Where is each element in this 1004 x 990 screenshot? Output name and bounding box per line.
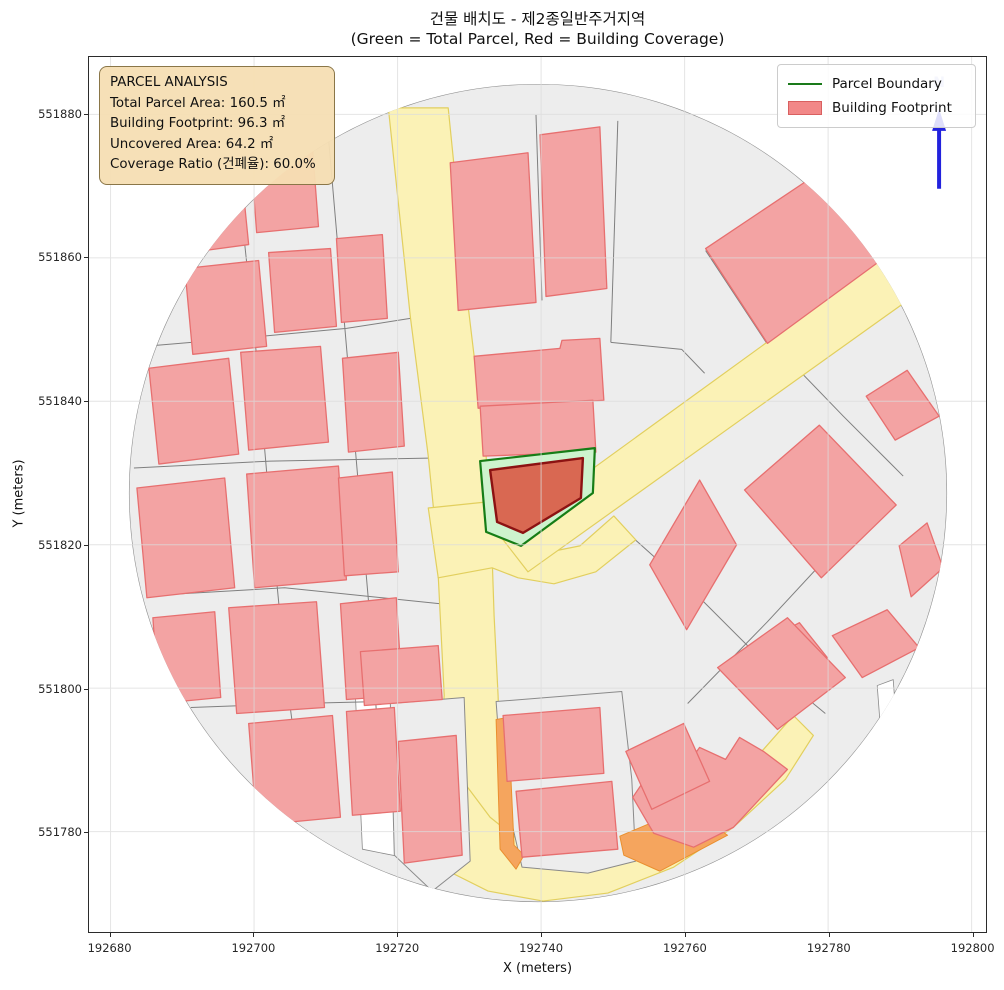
highlight-building	[488, 456, 585, 535]
parcel-analysis-box: PARCEL ANALYSIS Total Parcel Area: 160.5…	[99, 66, 335, 185]
y-tick-label: 551880	[38, 106, 82, 121]
x-tick-label: 192700	[231, 941, 276, 955]
y-tick-label: 551780	[38, 825, 82, 840]
y-tick-mark	[84, 257, 88, 259]
building	[502, 706, 605, 782]
x-tick-mark	[541, 933, 543, 937]
x-tick-mark	[109, 933, 111, 937]
x-tick-label: 192780	[806, 941, 851, 955]
building	[449, 152, 537, 312]
map-canvas: N	[89, 57, 986, 932]
x-tick-mark	[828, 933, 830, 937]
y-tick-mark	[84, 113, 88, 115]
total-parcel-area: Total Parcel Area: 160.5 ㎡	[110, 95, 286, 111]
building	[240, 345, 330, 451]
y-tick-mark	[84, 832, 88, 834]
y-tick-label: 551820	[38, 537, 82, 552]
clipped-map-layers	[128, 83, 948, 903]
x-axis-label: X (meters)	[502, 961, 573, 976]
building	[539, 126, 608, 298]
x-tick-label: 192800	[950, 941, 995, 955]
y-axis-label: Y (meters)	[11, 459, 27, 528]
legend-item-parcel-boundary: Parcel Boundary	[788, 72, 965, 96]
parcel-line	[610, 120, 619, 343]
y-tick-mark	[84, 688, 88, 690]
parcel-line	[610, 341, 705, 374]
x-tick-mark	[972, 933, 974, 937]
y-tick-mark	[84, 544, 88, 546]
y-tick-label: 551860	[38, 250, 82, 265]
building	[246, 465, 348, 589]
x-tick-label: 192740	[519, 941, 564, 955]
building	[148, 357, 240, 465]
building	[397, 734, 463, 864]
building	[267, 247, 338, 334]
legend-item-building-footprint: Building Footprint	[788, 96, 965, 120]
parcel-analysis-title: PARCEL ANALYSIS	[110, 75, 228, 90]
legend-label-building-footprint: Building Footprint	[832, 100, 952, 116]
chart-title: 건물 배치도 - 제2종일반주거지역	[429, 10, 646, 28]
parcel-line	[787, 357, 904, 477]
red-patch-swatch	[788, 101, 822, 115]
parcel-line	[133, 457, 429, 469]
legend-label-parcel-boundary: Parcel Boundary	[832, 76, 942, 92]
building	[743, 424, 897, 579]
building	[473, 337, 605, 409]
y-tick-mark	[84, 401, 88, 403]
legend: Parcel Boundary Building Footprint	[777, 64, 976, 128]
building	[515, 780, 619, 858]
building	[716, 617, 846, 731]
building	[228, 601, 326, 715]
y-tick-label: 551800	[38, 681, 82, 696]
x-tick-mark	[684, 933, 686, 937]
x-tick-label: 192720	[375, 941, 420, 955]
uncovered-area: Uncovered Area: 64.2 ㎡	[110, 136, 274, 152]
plot-area: N PARCEL ANALYSIS Total Parcel Area: 160…	[88, 56, 987, 933]
white-gap-east	[876, 679, 902, 792]
green-line-swatch	[788, 83, 822, 85]
x-tick-mark	[397, 933, 399, 937]
x-tick-label: 192760	[662, 941, 707, 955]
building	[625, 722, 711, 810]
building	[479, 399, 597, 457]
building	[865, 369, 940, 441]
x-tick-mark	[253, 933, 255, 937]
x-tick-label: 192680	[87, 941, 132, 955]
building	[345, 706, 401, 816]
building	[152, 611, 222, 705]
building	[136, 477, 236, 599]
building	[359, 645, 443, 707]
building	[248, 714, 342, 826]
y-tick-label: 551840	[38, 394, 82, 409]
building	[335, 233, 388, 324]
building	[337, 471, 399, 577]
building	[184, 259, 268, 355]
chart-subtitle: (Green = Total Parcel, Red = Building Co…	[350, 30, 725, 48]
coverage-ratio: Coverage Ratio (건폐율): 60.0%	[110, 157, 316, 173]
building	[341, 351, 405, 453]
building-footprint-area: Building Footprint: 96.3 ㎡	[110, 116, 286, 132]
